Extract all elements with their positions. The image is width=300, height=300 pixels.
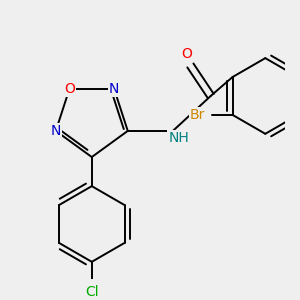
- Text: O: O: [181, 47, 192, 61]
- Text: N: N: [51, 124, 61, 138]
- Text: N: N: [109, 82, 119, 96]
- Text: NH: NH: [168, 131, 189, 145]
- Text: Br: Br: [190, 108, 205, 122]
- Text: Cl: Cl: [85, 285, 99, 299]
- Text: O: O: [64, 82, 75, 96]
